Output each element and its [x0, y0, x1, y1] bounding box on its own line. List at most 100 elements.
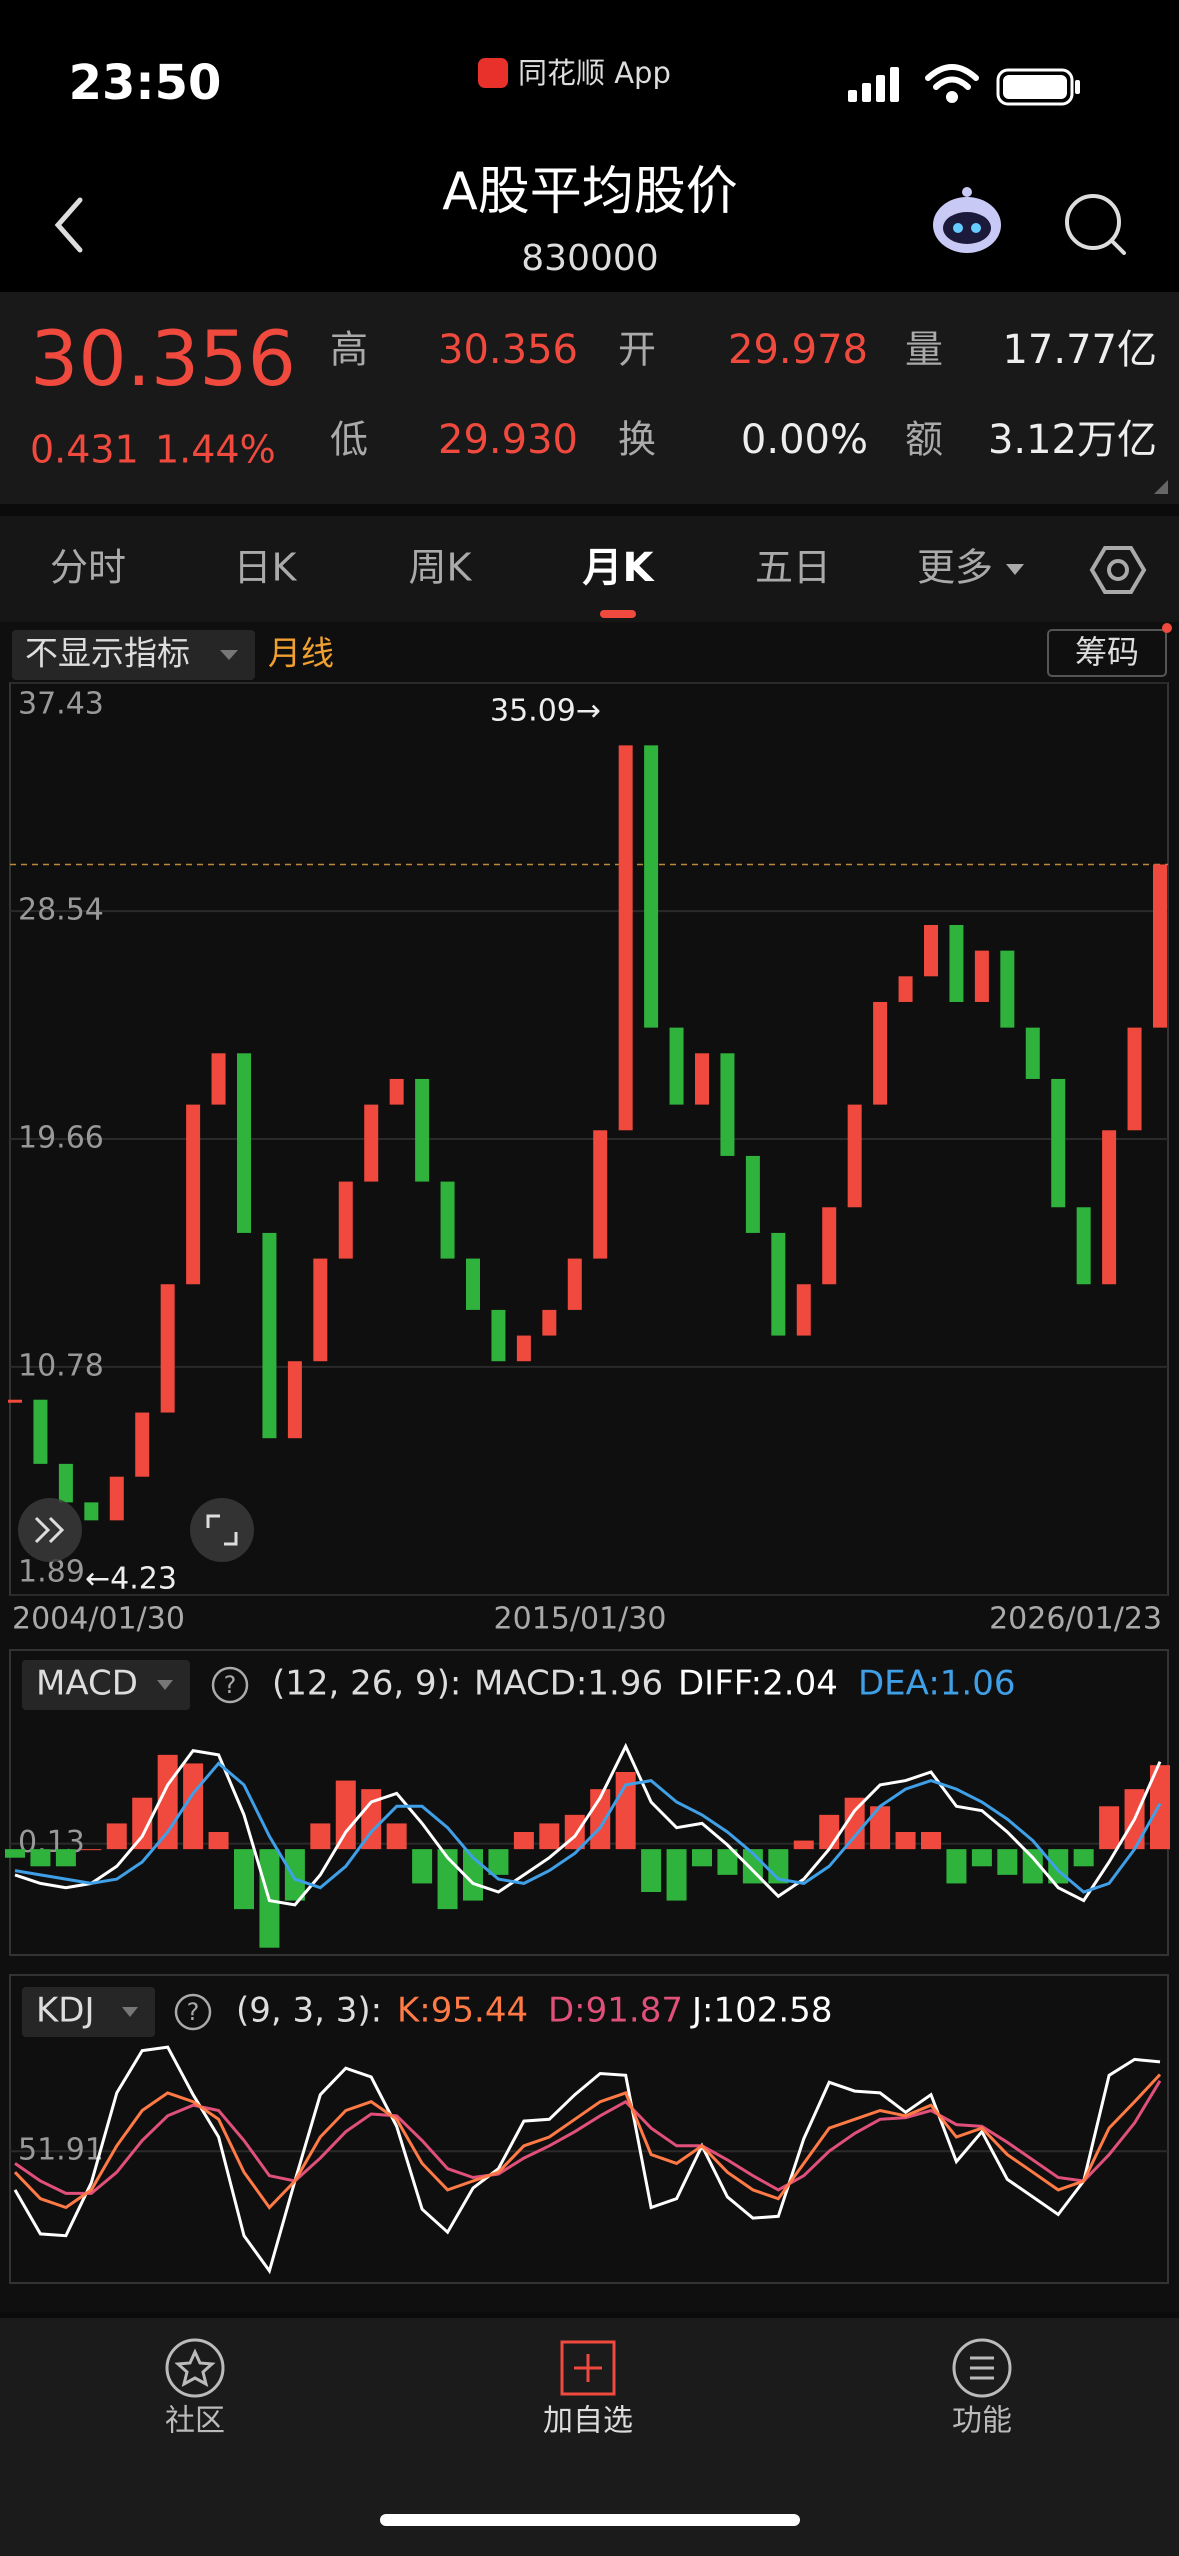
x-tick-label: 2015/01/30	[494, 1602, 667, 1637]
candle	[924, 924, 938, 977]
field-value: 0.00%	[741, 417, 868, 463]
macd-bar	[5, 1849, 25, 1858]
candle	[440, 1181, 455, 1259]
stock-code: 830000	[521, 238, 658, 279]
back-button[interactable]	[54, 197, 83, 253]
candle	[1127, 1027, 1142, 1131]
nav-label[interactable]: 社区	[165, 2404, 225, 2439]
tab[interactable]: 周K	[409, 546, 473, 590]
tab[interactable]: 五日	[755, 546, 831, 590]
tab-active[interactable]: 月K	[583, 545, 656, 591]
macd-bar	[844, 1797, 865, 1850]
macd-bar	[412, 1849, 433, 1884]
chip-text: 筹码	[1075, 633, 1139, 671]
x-tick-label: 2004/01/30	[12, 1602, 185, 1637]
candle	[237, 1053, 251, 1233]
macd-bar	[310, 1823, 331, 1850]
high-annotation: 35.09→	[490, 694, 601, 729]
candle	[1153, 864, 1167, 1028]
tab-indicator	[600, 610, 636, 618]
k-label: K:95.44	[397, 1991, 528, 2031]
settings-button[interactable]	[1089, 546, 1147, 594]
search-button[interactable]	[1065, 194, 1126, 255]
tab[interactable]: 日K	[234, 546, 298, 590]
macd-bar	[386, 1823, 407, 1850]
quote-bg	[0, 292, 1179, 504]
candle	[160, 1284, 175, 1413]
kdj-select[interactable]	[22, 1987, 155, 2037]
nav-label[interactable]: 功能	[952, 2404, 1012, 2439]
macd-bar	[1022, 1849, 1043, 1884]
macd-bar	[641, 1849, 662, 1892]
home-indicator	[380, 2514, 800, 2526]
kdj-title: KDJ	[36, 1991, 95, 2031]
candle	[313, 1258, 328, 1362]
candle	[135, 1412, 150, 1477]
tab[interactable]: 分时	[50, 546, 126, 590]
y-tick-label: 28.54	[18, 893, 104, 928]
macd-bar	[870, 1806, 891, 1850]
add-watch-icon[interactable]	[560, 2340, 616, 2396]
indicator-select[interactable]	[12, 630, 255, 680]
y-tick-label: 10.78	[18, 1348, 104, 1383]
macd-bar	[1099, 1806, 1120, 1850]
candle	[389, 1078, 404, 1105]
kdj-params: (9, 3, 3):	[236, 1991, 382, 2031]
macd-bar	[819, 1814, 840, 1850]
field-label: 量	[905, 328, 943, 372]
candle	[898, 976, 913, 1002]
chip-button[interactable]	[1047, 629, 1167, 677]
candle	[822, 1207, 837, 1285]
macd-select[interactable]	[22, 1660, 190, 1710]
field-value: 29.930	[438, 417, 578, 463]
candle	[415, 1078, 430, 1182]
kdj-line	[14, 2080, 1162, 2195]
macd-bar	[666, 1849, 687, 1901]
help-button[interactable]	[174, 1993, 212, 2031]
macd-line	[14, 1761, 1162, 1894]
candle	[593, 1130, 608, 1259]
expand-glyph	[34, 1516, 65, 1544]
price-change: 0.431	[30, 428, 139, 472]
kdj-line	[13, 2045, 1161, 2275]
last-price: 30.356	[30, 314, 296, 403]
help-button[interactable]	[211, 1666, 249, 1704]
candle	[516, 1335, 531, 1362]
dea-label: DEA:1.06	[858, 1664, 1015, 1704]
candle	[1051, 1078, 1066, 1208]
macd-bar	[208, 1832, 229, 1850]
candle	[974, 950, 989, 1002]
macd-bar	[30, 1849, 51, 1867]
field-label: 开	[618, 328, 656, 372]
field-label: 额	[905, 418, 943, 462]
macd-bar	[106, 1823, 127, 1850]
assistant-button[interactable]	[933, 187, 1001, 253]
indicator-text: 不显示指标	[25, 634, 190, 673]
function-icon[interactable]	[952, 2338, 1012, 2398]
macd-bar	[539, 1823, 560, 1850]
expand-corner	[1154, 480, 1168, 494]
macd-bar	[1073, 1849, 1094, 1867]
macd-line	[14, 1742, 1162, 1907]
candle	[1102, 1130, 1117, 1285]
tab-more[interactable]: 更多	[917, 546, 993, 590]
candle	[1076, 1207, 1091, 1285]
candle	[1025, 1027, 1040, 1079]
notify-dot	[1162, 623, 1172, 633]
candle	[873, 1001, 888, 1105]
kdj-line	[13, 2073, 1162, 2210]
macd-bar	[895, 1832, 916, 1850]
dropdown-arrow	[157, 1680, 173, 1690]
candle	[695, 1053, 709, 1105]
fullscreen-button[interactable]	[190, 1498, 254, 1562]
macd-label: MACD:1.96	[474, 1664, 663, 1704]
price-change-pct: 1.44%	[155, 428, 276, 472]
candle	[84, 1502, 99, 1521]
field-value: 3.12万亿	[988, 417, 1157, 463]
candle	[58, 1463, 73, 1503]
battery-tip	[1075, 80, 1080, 94]
nav-label[interactable]: 加自选	[543, 2404, 633, 2439]
community-icon[interactable]	[165, 2338, 225, 2398]
help-text: ?	[224, 1671, 237, 1699]
